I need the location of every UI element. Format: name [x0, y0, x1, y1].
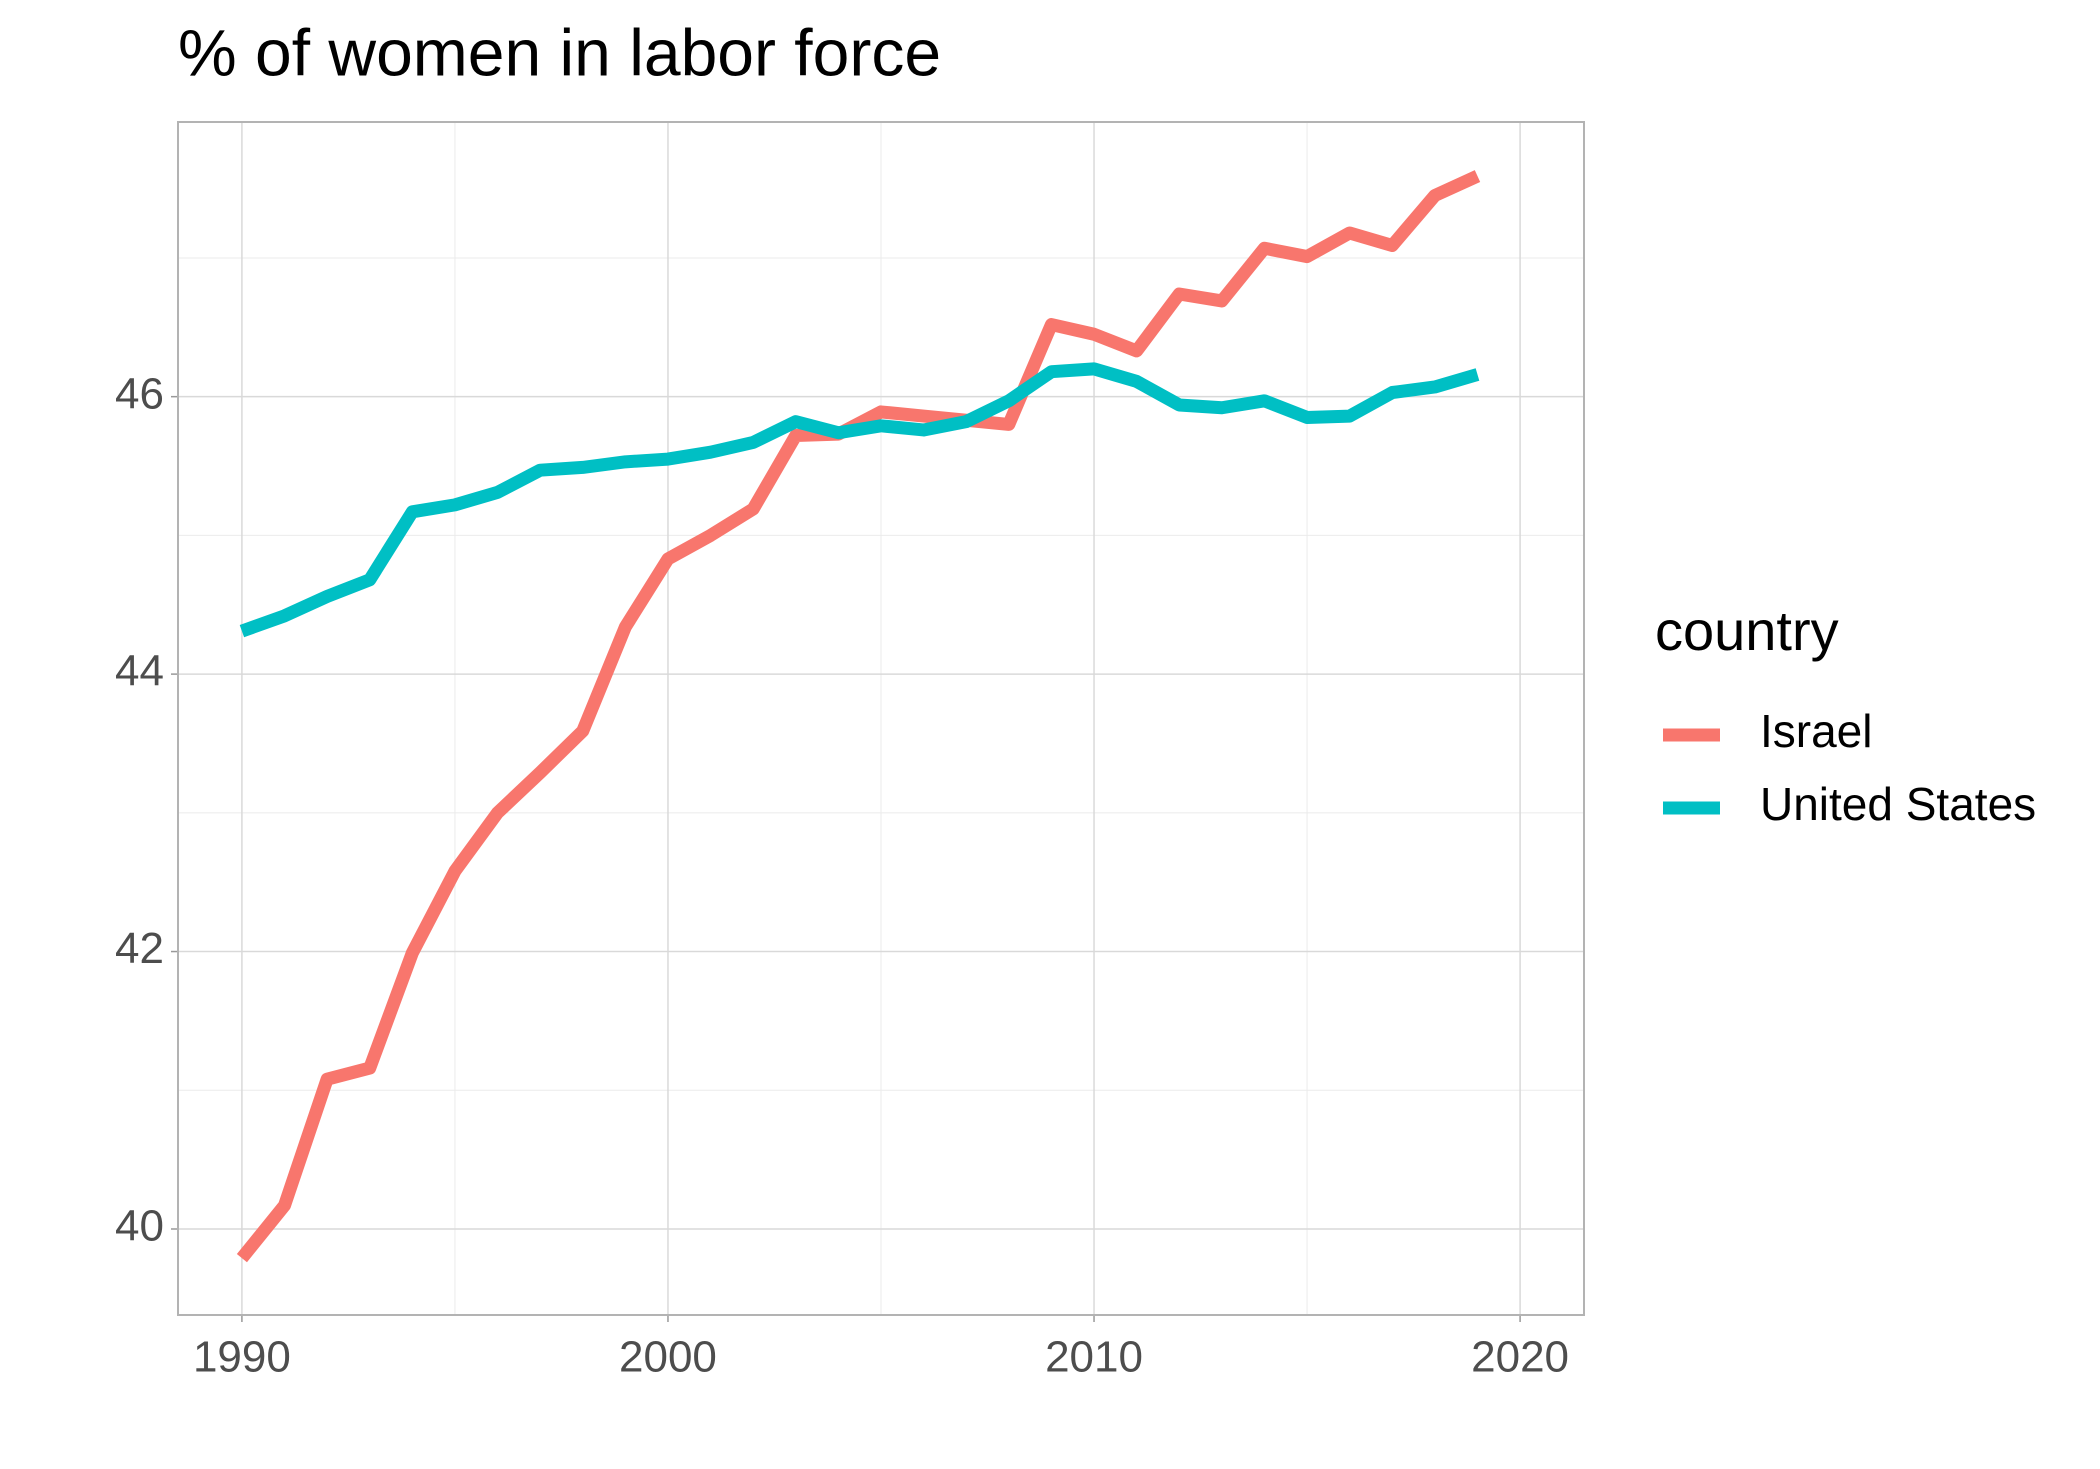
panel-border	[177, 121, 1585, 1316]
x-tick-label: 2020	[1471, 1333, 1569, 1382]
y-tick-label: 42	[115, 924, 164, 973]
legend-label: United States	[1760, 778, 2036, 830]
line	[239, 362, 1480, 638]
x-tick-label: 2010	[1045, 1333, 1143, 1382]
x-tick-label: 1990	[193, 1333, 291, 1382]
legend-title: country	[1655, 599, 1839, 662]
legend-label: Israel	[1760, 705, 1872, 757]
y-tick-label: 44	[115, 647, 164, 696]
y-tick-label: 46	[115, 369, 164, 418]
y-tick-label: 40	[115, 1202, 164, 1251]
chart-title: % of women in labor force	[178, 15, 941, 89]
line	[236, 170, 1481, 1263]
x-tick-label: 2000	[619, 1333, 717, 1382]
